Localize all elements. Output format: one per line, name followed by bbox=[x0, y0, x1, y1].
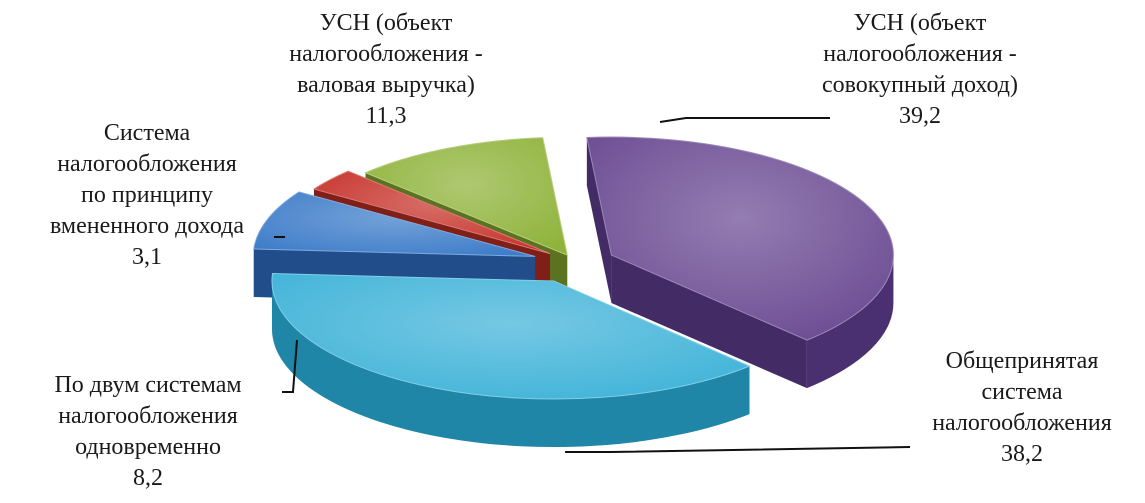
slice-category-label: система bbox=[982, 379, 1063, 405]
slice-category-label: налогообложения bbox=[932, 410, 1112, 436]
pie-slice-edge bbox=[586, 137, 612, 304]
slice-label-usn-income: УСН (объект налогообложения - совокупный д… bbox=[822, 10, 1018, 129]
pie-slice-top bbox=[253, 191, 536, 257]
pie-slice-top bbox=[271, 273, 751, 400]
slice-category-label: По двум системам bbox=[54, 372, 241, 398]
slice-category-label: налогообложения bbox=[57, 151, 237, 177]
pie-slice-top bbox=[364, 137, 568, 256]
slice-value-label: 8,2 bbox=[133, 465, 163, 491]
slice-category-label: Система bbox=[104, 120, 191, 146]
pie-labels: УСН (объект налогообложения - совокупный д… bbox=[50, 10, 1112, 491]
slice-category-label: УСН (объект bbox=[320, 10, 453, 36]
leader-line-two-systems bbox=[282, 339, 298, 393]
leader-line-usn-income bbox=[659, 117, 830, 123]
slice-category-label: налогообложения bbox=[58, 403, 238, 429]
pie-slice-side bbox=[806, 255, 894, 389]
pie-slice-top bbox=[586, 136, 894, 341]
slice-value-label: 39,2 bbox=[899, 103, 941, 129]
slice-category-label: налогообложения - bbox=[823, 41, 1017, 67]
slice-label-imputed: Система налогообложения по принципу вмененн… bbox=[50, 120, 244, 270]
pie-slice-top bbox=[312, 170, 551, 255]
slice-category-label: совокупный доход) bbox=[822, 72, 1018, 98]
pie-slice-edge bbox=[611, 255, 807, 389]
pie-slice-general bbox=[271, 273, 751, 448]
slice-category-label: по принципу bbox=[81, 182, 213, 208]
slice-category-label: налогообложения - bbox=[289, 41, 483, 67]
slice-label-usn-revenue: УСН (объект налогообложения - валовая выру… bbox=[289, 10, 483, 129]
slice-value-label: 3,1 bbox=[132, 244, 162, 270]
slice-category-label: одновременно bbox=[75, 434, 221, 460]
slice-value-label: 38,2 bbox=[1001, 441, 1043, 467]
slice-category-label: Общепринятая bbox=[946, 348, 1099, 374]
slice-label-two-systems: По двум системам налогообложения одновреме… bbox=[54, 372, 241, 491]
pie-slice-usn-income bbox=[586, 136, 894, 389]
pie-slices bbox=[253, 136, 894, 448]
slice-category-label: вмененного дохода bbox=[50, 213, 244, 239]
pie-slice-side bbox=[271, 281, 750, 448]
leader-line-general bbox=[565, 446, 911, 453]
slice-category-label: УСН (объект bbox=[854, 10, 987, 36]
slice-value-label: 11,3 bbox=[365, 103, 406, 129]
slice-label-general: Общепринятая система налогообложения 38,2 bbox=[932, 348, 1112, 467]
slice-category-label: валовая выручка) bbox=[297, 72, 475, 98]
leader-lines bbox=[274, 117, 911, 453]
